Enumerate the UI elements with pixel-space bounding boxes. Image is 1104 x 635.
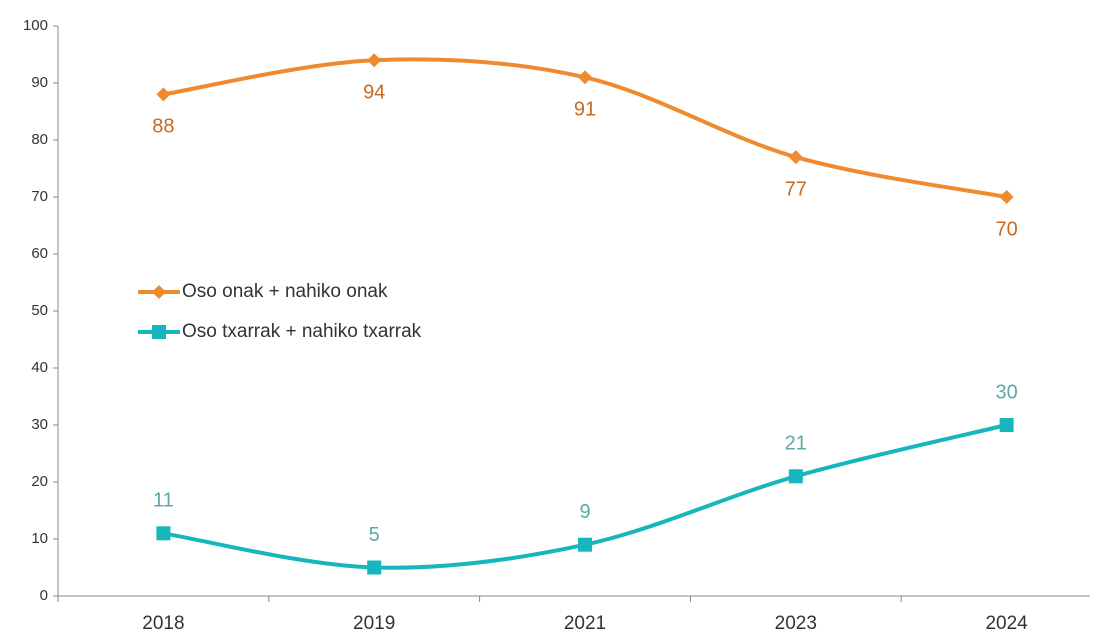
data-label: 94 — [363, 81, 385, 103]
data-label: 91 — [574, 99, 596, 121]
x-tick-label: 2024 — [985, 613, 1028, 634]
y-tick-label: 0 — [40, 587, 48, 604]
x-tick-label: 2023 — [775, 613, 817, 634]
marker — [367, 560, 382, 575]
y-tick-label: 10 — [31, 530, 48, 547]
data-label: 30 — [995, 381, 1017, 403]
x-tick-label: 2018 — [142, 613, 184, 634]
x-tick-label: 2019 — [353, 613, 395, 634]
y-tick-label: 60 — [31, 245, 48, 262]
marker — [578, 537, 592, 552]
y-tick-label: 100 — [23, 17, 48, 34]
marker — [788, 469, 803, 484]
marker — [152, 285, 166, 299]
y-tick-label: 90 — [31, 74, 48, 91]
marker — [999, 190, 1014, 204]
marker — [367, 53, 382, 68]
y-tick-label: 80 — [31, 131, 48, 148]
marker — [152, 325, 166, 339]
marker — [156, 526, 171, 541]
legend-label: Oso onak + nahiko onak — [182, 281, 388, 302]
y-tick-label: 40 — [31, 359, 48, 376]
data-label: 77 — [785, 178, 807, 200]
data-label: 11 — [153, 490, 174, 512]
x-tick-label: 2021 — [564, 613, 606, 634]
data-label: 21 — [785, 433, 807, 455]
marker — [999, 418, 1014, 432]
marker — [156, 87, 171, 102]
y-tick-label: 70 — [31, 188, 48, 205]
y-tick-label: 20 — [31, 473, 48, 490]
y-tick-label: 30 — [31, 416, 48, 433]
data-label: 70 — [995, 218, 1017, 240]
marker — [788, 150, 803, 165]
data-label: 9 — [579, 501, 590, 523]
data-label: 88 — [152, 116, 174, 138]
data-label: 5 — [369, 524, 380, 546]
legend-label: Oso txarrak + nahiko txarrak — [182, 321, 422, 342]
y-tick-label: 50 — [31, 302, 48, 319]
marker — [578, 70, 592, 85]
